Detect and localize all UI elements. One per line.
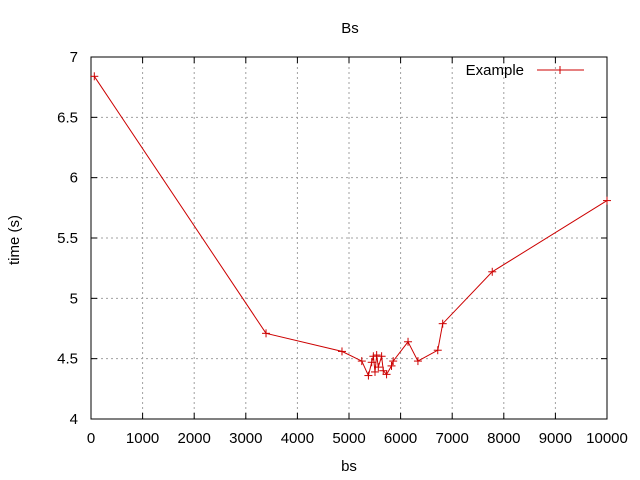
data-point <box>262 329 271 338</box>
data-point <box>379 366 388 375</box>
x-axis-title: bs <box>341 458 357 475</box>
data-point <box>90 72 99 81</box>
data-point <box>364 371 373 380</box>
y-tick-label: 7 <box>70 49 78 66</box>
y-tick-label: 6.5 <box>57 109 78 126</box>
x-tick-label: 4000 <box>281 430 314 447</box>
x-tick-label: 10000 <box>586 430 628 447</box>
x-tick-label: 9000 <box>539 430 572 447</box>
data-point <box>369 352 378 361</box>
data-point <box>404 337 413 346</box>
legend: Example <box>466 62 584 79</box>
grid-lines <box>91 57 607 419</box>
y-tick-label: 5.5 <box>57 230 78 247</box>
legend-label: Example <box>466 62 524 79</box>
data-point <box>337 347 346 356</box>
series-line <box>93 76 608 378</box>
chart-title: Bs <box>341 20 359 37</box>
data-point <box>371 367 380 376</box>
data-point <box>438 319 447 328</box>
y-tick-label: 6 <box>70 170 78 187</box>
y-tick-label: 4 <box>70 411 78 428</box>
data-point <box>372 351 381 360</box>
x-tick-label: 8000 <box>487 430 520 447</box>
legend-marker-plus <box>556 66 564 74</box>
series-example <box>90 72 611 380</box>
data-point <box>389 357 398 366</box>
x-tick-label: 6000 <box>384 430 417 447</box>
data-point <box>413 357 422 366</box>
x-tick-label: 7000 <box>436 430 469 447</box>
data-point <box>374 363 383 372</box>
axis-ticks <box>90 56 608 420</box>
x-tick-label: 2000 <box>178 430 211 447</box>
data-point <box>377 352 386 361</box>
y-axis-title: time (s) <box>6 215 23 265</box>
x-tick-label: 1000 <box>126 430 159 447</box>
y-tick-labels: 4 4.5 5 5.5 6 6.5 7 <box>57 49 78 428</box>
y-tick-label: 5 <box>70 290 78 307</box>
x-tick-label: 0 <box>87 430 95 447</box>
data-point <box>387 361 396 370</box>
data-point <box>433 346 442 355</box>
data-point <box>603 196 611 205</box>
x-tick-labels: 0 1000 2000 3000 4000 5000 6000 7000 8000 9000 100… <box>87 430 628 447</box>
x-tick-label: 5000 <box>332 430 365 447</box>
data-point <box>357 357 366 366</box>
data-point <box>488 267 497 276</box>
legend-swatch-marker <box>556 66 564 74</box>
y-tick-label: 4.5 <box>57 351 78 368</box>
x-tick-label: 3000 <box>229 430 262 447</box>
data-point <box>367 358 376 367</box>
data-point <box>382 370 391 379</box>
